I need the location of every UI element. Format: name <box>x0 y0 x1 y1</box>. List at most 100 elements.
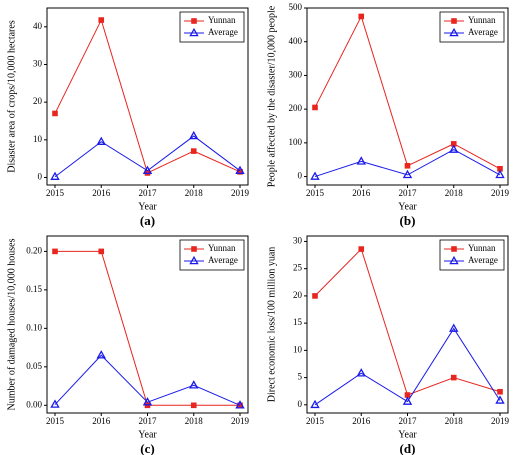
legend-label: Yunnan <box>468 15 496 25</box>
x-tick-label: 2016 <box>92 416 111 426</box>
marker <box>358 13 365 20</box>
y-tick-label: 15 <box>293 317 303 327</box>
x-tick-label: 2018 <box>185 416 204 426</box>
legend-box <box>439 11 505 43</box>
marker <box>450 141 457 147</box>
x-tick-label: 2016 <box>352 188 371 198</box>
marker <box>52 248 58 255</box>
marker <box>96 136 106 145</box>
marker <box>237 169 243 175</box>
x-axis-label: Year <box>138 429 157 440</box>
marker <box>189 380 199 389</box>
panel-caption: (b) <box>400 213 416 228</box>
marker <box>450 374 457 381</box>
legend-box <box>179 11 245 43</box>
x-axis-label: Year <box>138 201 157 212</box>
y-axis-label: Disaster area of crops/10,000 hectares <box>6 20 17 173</box>
panel: 0.00 0.05 0.10 0.15 0.20 2015 2016 2017 2018 2019… <box>6 235 250 455</box>
y-axis-label: Number of damaged houses/10,000 houses <box>6 238 17 410</box>
panel: 0 10 20 30 40 2015 2016 2017 2018 2019 Year Disaste… <box>6 7 250 228</box>
series-line <box>54 354 241 406</box>
x-tick-label: 2017 <box>139 416 158 426</box>
marker <box>451 246 457 252</box>
marker <box>404 392 411 398</box>
y-axis-label: Direct economic loss/100 million yuan <box>266 247 277 403</box>
y-tick-label: 400 <box>289 36 303 46</box>
series-line <box>314 248 501 396</box>
series-line <box>314 149 501 178</box>
marker <box>189 27 199 37</box>
x-tick-label: 2019 <box>231 416 250 426</box>
legend-label: Yunnan <box>468 243 496 253</box>
series-line <box>55 250 240 406</box>
x-tick-label: 2017 <box>399 188 418 198</box>
x-tick-label: 2018 <box>445 416 464 426</box>
marker <box>402 396 413 405</box>
y-tick-label: 0.05 <box>26 361 42 371</box>
x-tick-label: 2015 <box>306 188 325 198</box>
x-axis-label: Year <box>398 201 417 212</box>
panel: 0 5 10 15 20 25 30 2015 2016 2017 2018 2019 Year Dire… <box>266 235 510 455</box>
legend-label: Average <box>208 27 238 37</box>
marker <box>98 248 105 255</box>
y-tick-label: 300 <box>289 69 303 79</box>
panel-caption: (d) <box>400 441 416 455</box>
x-tick-label: 2017 <box>139 188 158 198</box>
y-tick-label: 0 <box>298 399 303 409</box>
marker <box>356 156 366 165</box>
x-tick-label: 2017 <box>399 416 418 426</box>
marker <box>52 110 58 117</box>
legend-box <box>179 239 245 271</box>
x-tick-label: 2016 <box>352 416 371 426</box>
x-tick-label: 2019 <box>231 188 250 198</box>
y-tick-label: 30 <box>293 236 303 246</box>
y-tick-label: 25 <box>293 263 303 273</box>
marker <box>404 162 411 169</box>
x-tick-label: 2016 <box>92 188 111 198</box>
y-tick-label: 0.20 <box>26 245 42 255</box>
x-tick-label: 2015 <box>46 188 65 198</box>
legend-label: Yunnan <box>208 15 236 25</box>
x-tick-label: 2015 <box>306 416 325 426</box>
marker <box>191 18 197 24</box>
y-tick-label: 40 <box>33 21 43 31</box>
marker <box>50 171 60 180</box>
y-tick-label: 10 <box>33 134 43 144</box>
x-tick-label: 2018 <box>445 188 464 198</box>
marker <box>235 400 245 409</box>
marker <box>449 323 459 332</box>
marker <box>312 104 318 111</box>
y-tick-label: 200 <box>289 103 303 113</box>
y-tick-label: 0.15 <box>26 284 42 294</box>
x-tick-label: 2015 <box>46 416 65 426</box>
legend-box <box>439 239 505 271</box>
marker <box>191 246 197 252</box>
marker <box>497 166 503 172</box>
marker <box>310 399 320 409</box>
marker <box>358 246 365 252</box>
marker <box>142 165 153 174</box>
marker <box>312 293 318 299</box>
panel-caption: (a) <box>140 213 155 228</box>
panel: 0 100 200 300 400 500 2015 2016 2017 2018 2019 Year… <box>266 2 509 228</box>
x-tick-label: 2018 <box>185 188 204 198</box>
y-axis-label: People affected by the disaster/10,000 p… <box>266 5 277 187</box>
marker <box>495 169 505 179</box>
series-line <box>54 135 241 178</box>
marker <box>142 397 153 406</box>
y-tick-label: 100 <box>289 137 303 147</box>
legend-label: Average <box>468 255 498 265</box>
marker <box>98 17 105 23</box>
marker <box>402 169 413 179</box>
marker <box>495 395 505 404</box>
marker <box>449 255 459 265</box>
x-tick-label: 2019 <box>491 416 510 426</box>
y-tick-label: 20 <box>33 96 43 106</box>
x-axis-label: Year <box>398 429 417 440</box>
panel-caption: (c) <box>140 441 154 455</box>
marker <box>449 27 459 37</box>
marker <box>189 255 199 265</box>
marker <box>189 130 199 140</box>
marker <box>497 388 503 395</box>
